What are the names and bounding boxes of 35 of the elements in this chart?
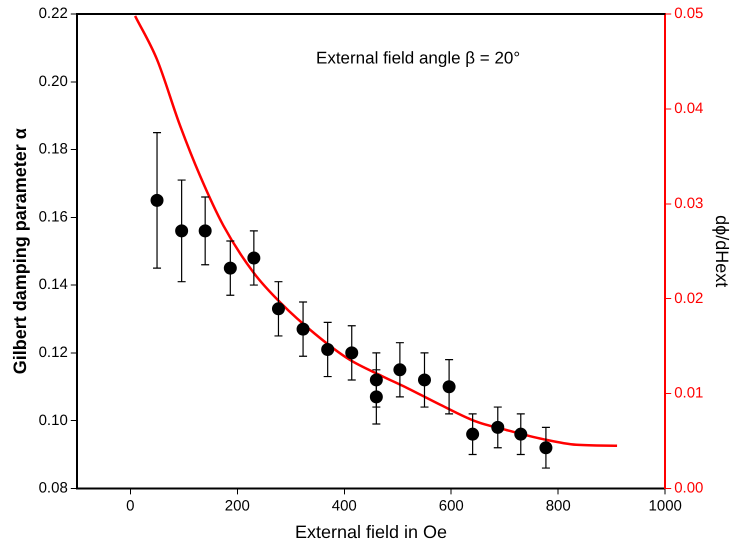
- y2-tick-label: 0.04: [674, 100, 704, 118]
- y2-tick-label: 0.01: [674, 384, 704, 402]
- y2-tick-label: 0.05: [674, 5, 704, 22]
- point: [296, 322, 310, 336]
- point: [272, 302, 285, 316]
- y-tick-label: 0.20: [38, 72, 68, 90]
- point: [150, 194, 164, 207]
- y-tick-label: 0.16: [38, 208, 68, 226]
- y-tick-label: 0.10: [38, 412, 68, 429]
- line-series: [134, 14, 618, 447]
- x-axis-title: External field in Oe: [294, 522, 448, 542]
- x-tick-label: 800: [546, 498, 571, 515]
- point: [466, 428, 480, 441]
- y-tick-label: 0.18: [38, 140, 68, 158]
- y-axis-title: Gilbert damping parameter α: [10, 128, 30, 374]
- x-tick-label: 600: [438, 498, 464, 515]
- x-tick-label: 200: [224, 498, 250, 515]
- point: [175, 224, 188, 238]
- y2-tick-label: 0.03: [674, 194, 704, 212]
- annotation: External field angle β = 20°: [316, 48, 520, 68]
- point: [539, 441, 552, 454]
- y-tick-label: 0.12: [38, 344, 68, 361]
- y2-tick-label: 0.00: [674, 480, 704, 497]
- y-tick-label: 0.22: [38, 5, 68, 22]
- x-tick-label: 1000: [648, 498, 682, 515]
- point: [442, 380, 456, 394]
- y-tick-label: 0.08: [38, 480, 68, 497]
- point: [247, 251, 260, 264]
- x-tick-label: 400: [332, 498, 357, 515]
- y2-axis-title: dϕ/dHext: [712, 215, 732, 288]
- x-tick-label: 0: [126, 498, 134, 515]
- y-tick-label: 0.14: [38, 276, 68, 294]
- point: [393, 363, 406, 376]
- y2-tick-label: 0.02: [674, 290, 704, 307]
- point: [418, 373, 431, 386]
